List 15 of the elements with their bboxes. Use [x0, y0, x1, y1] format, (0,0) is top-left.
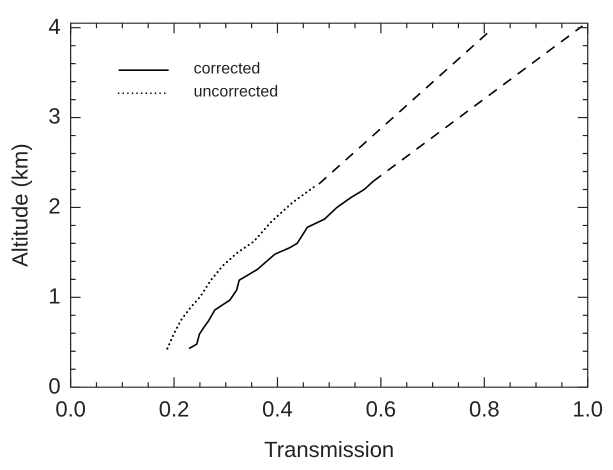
y-tick-label: 3 [48, 104, 61, 129]
x-tick-label: 0.6 [366, 396, 396, 422]
y-axis-title: Altitude (km) [7, 143, 32, 267]
x-tick-label: 0.4 [262, 396, 293, 422]
x-tick-label: 0.2 [158, 396, 190, 422]
y-tick-label: 0 [48, 373, 61, 398]
x-tick-label: 0.0 [55, 396, 86, 422]
x-axis-title: Transmission [264, 436, 394, 462]
x-tick-label: 1.0 [572, 396, 604, 422]
y-tick-label: 4 [48, 14, 61, 39]
legend-label: uncorrected [194, 84, 278, 101]
legend-label: corrected [194, 60, 260, 78]
y-tick-label: 1 [48, 283, 61, 308]
y-tick-label: 2 [48, 194, 61, 219]
x-tick-label: 0.8 [468, 396, 500, 422]
